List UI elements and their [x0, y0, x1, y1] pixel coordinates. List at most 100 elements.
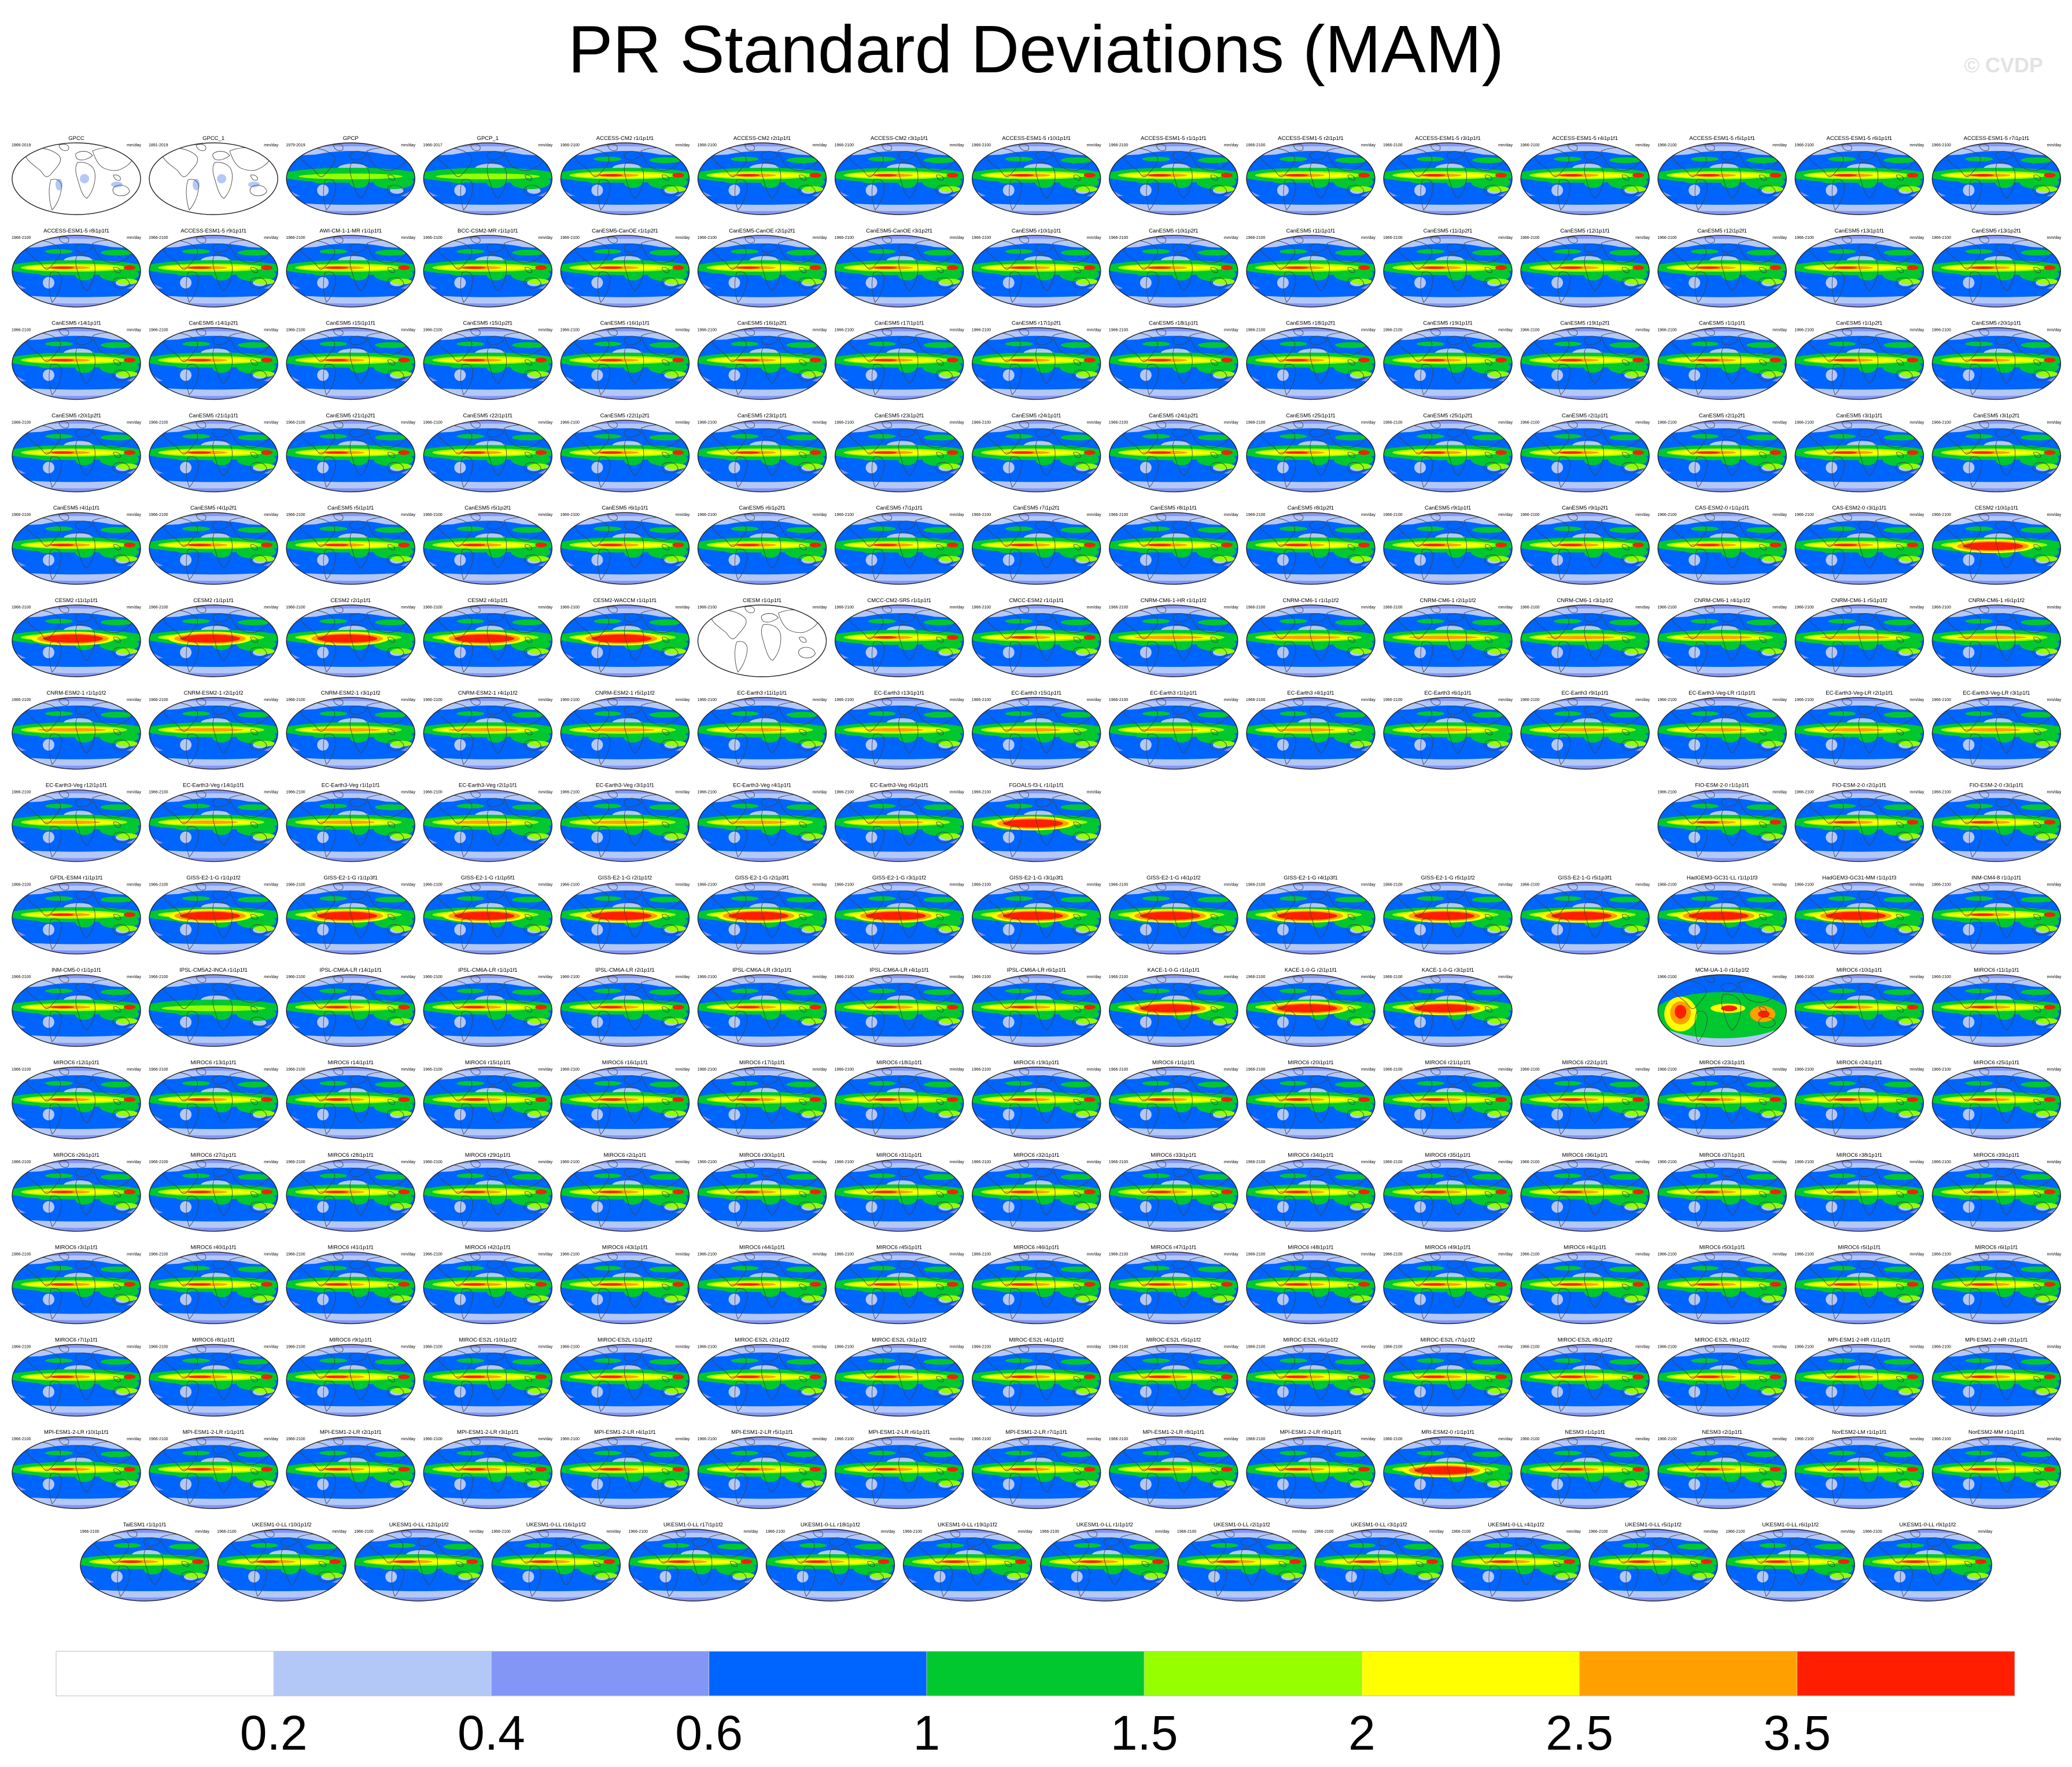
panel-years: 1966-2100 — [1109, 513, 1129, 517]
map-panel: MIROC6 r28i1p1f1 1966-2100 mm/day — [286, 1152, 416, 1232]
panel-title: CNRM-CM6-1-HR r1i1p1f2 — [1141, 597, 1207, 604]
panel-units: mm/day — [1361, 1437, 1376, 1441]
map-panel: CanESM5 r2i1p2f1 1966-2100 mm/day — [1657, 412, 1787, 493]
map-panel: UKESM1-0-LL r12i1p1f2 1966-2100 mm/day — [354, 1522, 484, 1602]
panel-units: mm/day — [813, 606, 827, 610]
panel-units: mm/day — [1909, 1253, 1924, 1257]
panel-units: mm/day — [1361, 606, 1376, 610]
panel-units: mm/day — [1772, 1068, 1787, 1072]
panel-title: CanESM5 r17i1p1f1 — [875, 320, 924, 327]
panel-years: 1966-2100 — [560, 883, 580, 887]
map-panel: UKESM1-0-LL r18i1p1f2 1966-2100 mm/day — [766, 1522, 895, 1602]
panel-title: MPI-ESM1-2-LR r9i1p1f1 — [1280, 1429, 1342, 1436]
panel-title: CanESM5 r22i1p1f1 — [463, 412, 513, 419]
panel-title: EC-Earth3 r13i1p1f1 — [874, 690, 924, 696]
panel-units: mm/day — [1087, 1160, 1101, 1164]
panel-title: CanESM5 r3i1p2f1 — [1973, 412, 2019, 419]
map-panel: ACCESS-ESM1-5 r10i1p1f1 1966-2100 mm/day — [972, 135, 1101, 215]
panel-units: mm/day — [1224, 1437, 1238, 1441]
map-panel: CanESM5 r21i1p2f1 1966-2100 mm/day — [286, 412, 416, 493]
panel-years: 1966-2100 — [12, 513, 31, 517]
map-panel: MIROC6 r6i1p1f1 1966-2100 mm/day — [1931, 1245, 2062, 1325]
panel-title: CanESM5 r16i1p1f1 — [600, 320, 650, 327]
map-panel: MIROC-ES2L r10i1p1f2 1966-2100 mm/day — [423, 1337, 553, 1417]
map-panel: EC-Earth3-Veg-LR r2i1p1f1 1966-2100 mm/day — [1794, 690, 1924, 770]
panel-years: 1966-2100 — [1520, 1253, 1540, 1257]
map-panel: CanESM5 r9i1p1f1 1966-2100 mm/day — [1383, 505, 1513, 585]
panel-units: mm/day — [401, 1068, 415, 1072]
panel-years: 1891-2019 — [149, 143, 168, 147]
panel-units: mm/day — [1018, 1530, 1033, 1534]
panel-years: 1966-2100 — [972, 1160, 991, 1164]
panel-title: GISS-E2-1-G r4i1p1f2 — [1146, 875, 1200, 881]
panel-title: CanESM5 r15i1p1f1 — [326, 320, 375, 327]
map-panel: CanESM5 r23i1p1f1 1966-2100 mm/day — [698, 412, 827, 493]
panel-units: mm/day — [1909, 329, 1924, 333]
panel-years: 1966-2100 — [12, 236, 31, 240]
panel-years: 1966-2100 — [1520, 329, 1540, 333]
panel-years: 1966-2100 — [560, 1437, 580, 1441]
map-panel: CanESM5 r15i1p1f1 1966-2100 mm/day — [286, 320, 416, 400]
panel-title: CanESM5 r19i1p2f1 — [1560, 320, 1610, 327]
panel-years: 1966-2100 — [1931, 1437, 1951, 1441]
panel-units: mm/day — [675, 513, 690, 517]
panel-title: CanESM5 r7i1p1f1 — [876, 505, 922, 511]
panel-title: MIROC6 r44i1p1f1 — [739, 1245, 785, 1251]
map-panel: CanESM5 r12i1p2f1 1966-2100 mm/day — [1657, 228, 1787, 308]
panel-title: MIROC6 r30i1p1f1 — [739, 1152, 785, 1159]
panel-units: mm/day — [264, 143, 278, 147]
panel-years: 1966-2100 — [1383, 1253, 1403, 1257]
panel-years: 1966-2100 — [149, 883, 168, 887]
panel-years: 1966-2100 — [423, 1160, 443, 1164]
panel-title: EC-Earth3 r1i1p1f1 — [1150, 690, 1197, 696]
panel-years: 1966-2100 — [1246, 143, 1266, 147]
panel-title: KACE-1-0-G r1i1p1f1 — [1148, 967, 1200, 973]
panel-title: CanESM5 r6i1p2f1 — [739, 505, 785, 511]
panel-units: mm/day — [401, 143, 415, 147]
map-panel: MIROC6 r23i1p1f1 1966-2100 mm/day — [1657, 1060, 1787, 1139]
panel-years: 1966-2100 — [835, 513, 854, 517]
map-panel: CanESM5 r20i1p2f1 1966-2100 mm/day — [12, 412, 141, 493]
panel-title: FIO-ESM-2-0 r2i1p1f1 — [1833, 783, 1886, 789]
panel-years: 1966-2100 — [560, 236, 580, 240]
map-panel: MIROC6 r10i1p1f1 1966-2100 mm/day — [1794, 967, 1924, 1047]
map-panel: MIROC6 r37i1p1f1 1966-2100 mm/day — [1657, 1152, 1787, 1232]
panel-units: mm/day — [1635, 1253, 1650, 1257]
panel-years: 1966-2100 — [1657, 698, 1677, 702]
panel-title: MIROC6 r8i1p1f1 — [192, 1337, 235, 1343]
panel-units: mm/day — [950, 329, 964, 333]
panel-title: UKESM1-0-LL r17i1p1f2 — [663, 1522, 723, 1528]
panel-title: MPI-ESM1-2-LR r1i1p1f1 — [183, 1429, 245, 1436]
panel-years: 1966-2100 — [1931, 606, 1951, 610]
panel-years: 1966-2100 — [286, 606, 305, 610]
panel-years: 1966-2100 — [1794, 1345, 1814, 1349]
panel-years: 1966-2100 — [972, 329, 991, 333]
map-panel: CanESM5-CanOE r3i1p2f1 1966-2100 mm/day — [835, 228, 964, 308]
panel-units: mm/day — [2047, 606, 2061, 610]
panel-years: 1966-2100 — [698, 1160, 717, 1164]
panel-units: mm/day — [264, 1437, 278, 1441]
map-panel: GISS-E2-1-G r3i1p3f1 1966-2100 mm/day — [972, 875, 1101, 955]
panel-title: CMCC-ESM2 r1i1p1f1 — [1009, 597, 1064, 604]
map-panel: KACE-1-0-G r3i1p1f1 1966-2100 mm/day — [1383, 967, 1513, 1047]
panel-years: 1966-2100 — [286, 883, 305, 887]
panel-years: 1966-2100 — [1109, 883, 1129, 887]
panel-units: mm/day — [127, 975, 141, 979]
panel-title: UKESM1-0-LL r16i1p1f2 — [526, 1522, 586, 1528]
panel-title: MIROC6 r35i1p1f1 — [1425, 1152, 1470, 1159]
panel-years: 1966-2100 — [1246, 1253, 1266, 1257]
panel-units: mm/day — [1087, 606, 1101, 610]
panel-units: mm/day — [401, 420, 415, 425]
map-panel: MIROC6 r49i1p1f1 1966-2100 mm/day — [1383, 1245, 1513, 1325]
panel-units: mm/day — [1498, 1345, 1513, 1349]
panel-units: mm/day — [127, 1345, 141, 1349]
map-panel: HadGEM3-GC31-MM r1i1p1f3 1966-2100 mm/day — [1794, 875, 1924, 955]
panel-units: mm/day — [813, 236, 827, 240]
map-panel: EC-Earth3-Veg r12i1p1f1 1966-2100 mm/day — [12, 783, 141, 862]
panel-years: 1966-2100 — [1451, 1530, 1471, 1534]
panel-years: 1966-2100 — [560, 1253, 580, 1257]
panel-units: mm/day — [1909, 1345, 1924, 1349]
panel-units: mm/day — [2047, 1345, 2061, 1349]
map-panel: ACCESS-ESM1-5 r9i1p1f1 1966-2100 mm/day — [149, 228, 279, 308]
panel-years: 1966-2100 — [286, 513, 305, 517]
